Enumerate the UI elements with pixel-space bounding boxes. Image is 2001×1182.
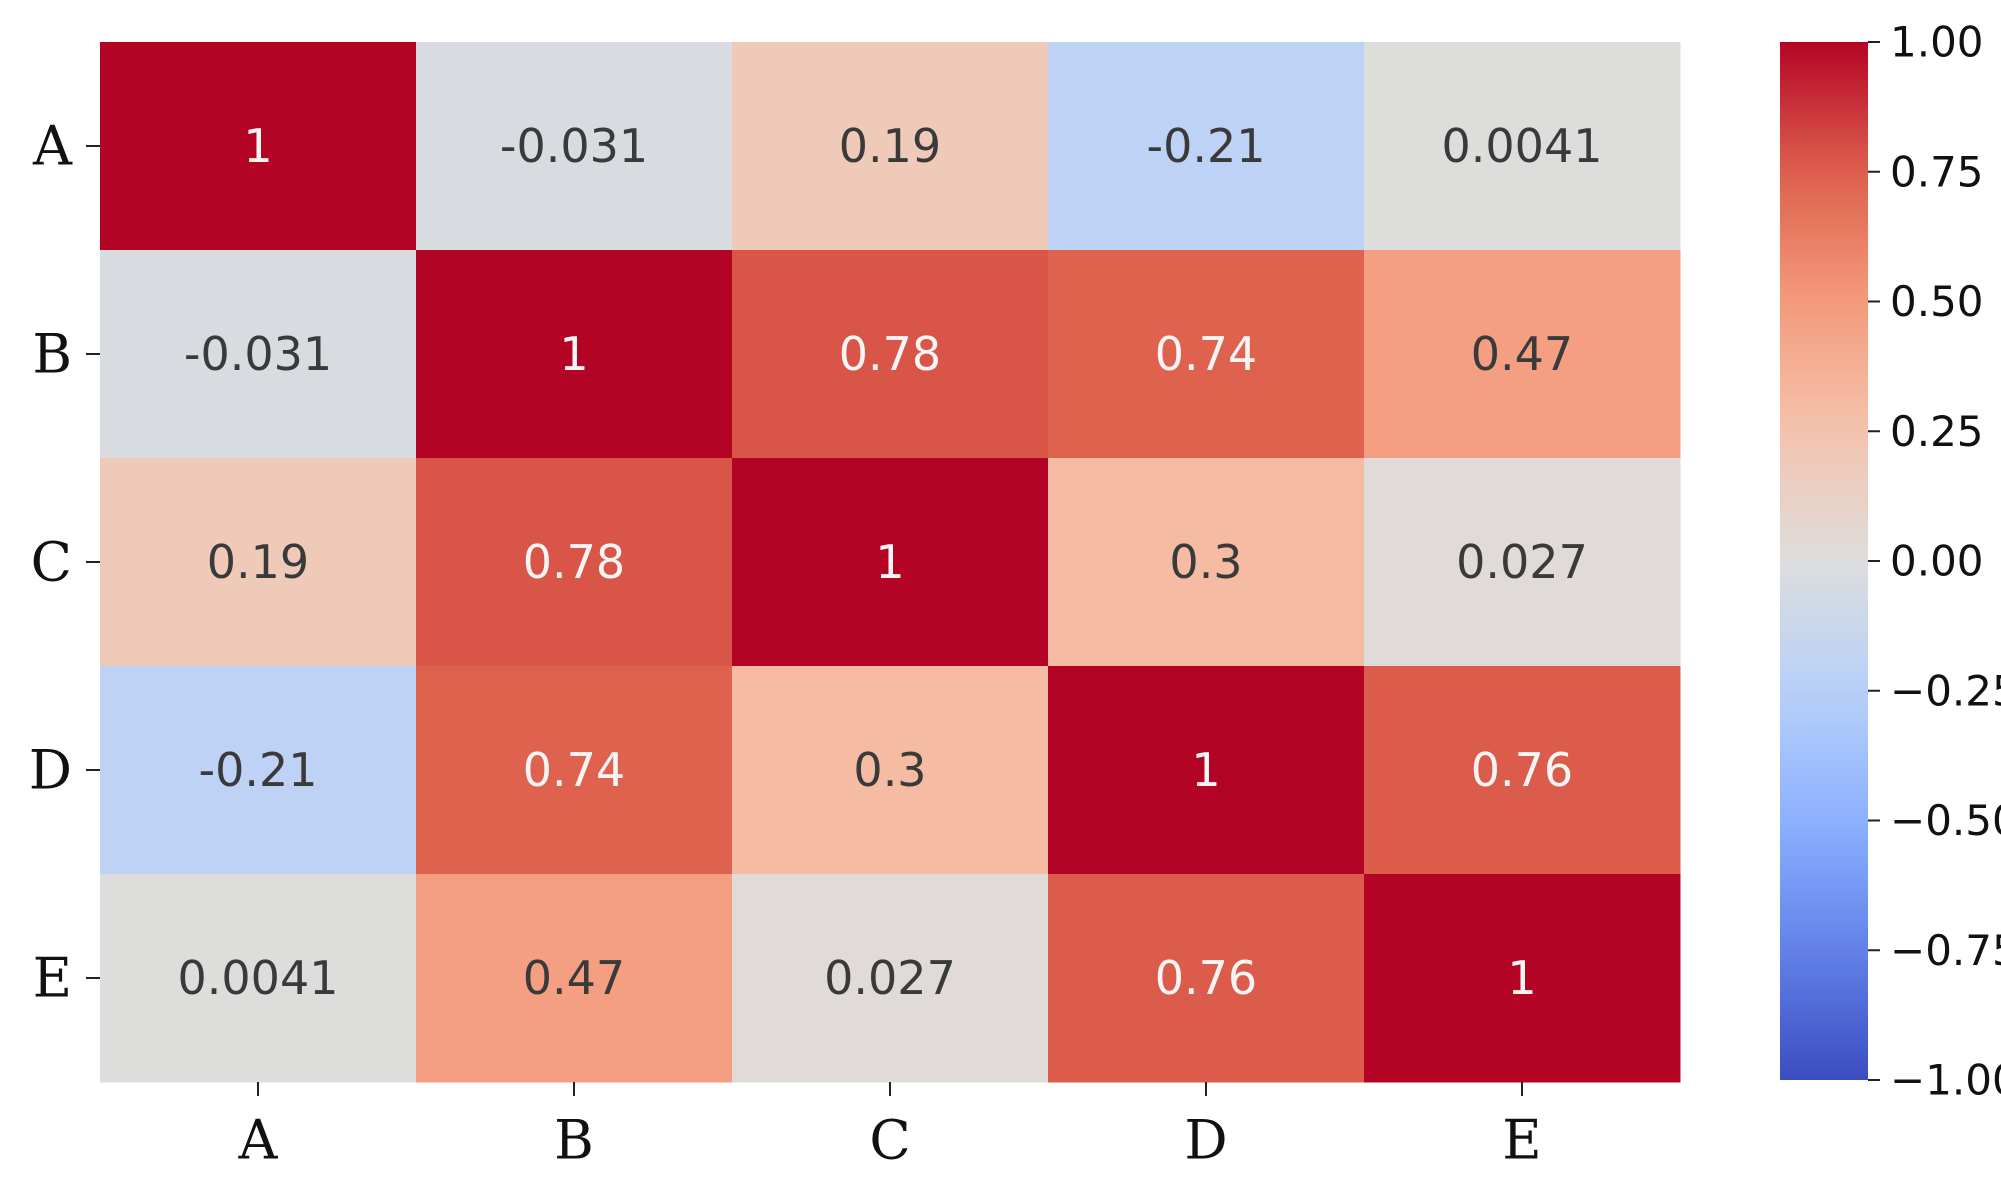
colorbar-tick-label: −0.25 bbox=[1890, 666, 2001, 715]
colorbar-tick-label: 0.25 bbox=[1890, 407, 1984, 456]
heatmap-cell-e-a bbox=[100, 874, 417, 1083]
cell-value-label: 0.74 bbox=[523, 743, 625, 797]
y-tick-label-e: E bbox=[33, 947, 72, 1010]
heatmap-cell-e-d bbox=[1048, 874, 1365, 1083]
cell-value-label: 0.76 bbox=[1471, 743, 1573, 797]
cell-value-label: 0.3 bbox=[853, 743, 926, 797]
colorbar-tick-label: −1.00 bbox=[1890, 1056, 2001, 1105]
cell-value-label: 0.19 bbox=[207, 535, 309, 589]
heatmap-cell-e-b bbox=[416, 874, 733, 1083]
cell-value-label: 0.0041 bbox=[178, 951, 339, 1005]
heatmap-cell-a-d bbox=[1048, 42, 1365, 251]
cell-value-label: 0.78 bbox=[839, 327, 941, 381]
cell-value-label: -0.21 bbox=[198, 743, 317, 797]
heatmap-cell-d-c bbox=[732, 666, 1049, 875]
heatmap-cell-a-c bbox=[732, 42, 1049, 251]
heatmap-cell-d-e bbox=[1364, 666, 1681, 875]
heatmap-cell-e-e bbox=[1364, 874, 1681, 1083]
heatmap-cell-d-a bbox=[100, 666, 417, 875]
x-tick-label-a: A bbox=[238, 1109, 279, 1172]
heatmap-cell-a-a bbox=[100, 42, 417, 251]
colorbar-tick-label: 0.50 bbox=[1890, 277, 1984, 326]
cell-value-label: -0.21 bbox=[1146, 119, 1265, 173]
cell-value-label: 0.74 bbox=[1155, 327, 1257, 381]
cell-value-label: 0.027 bbox=[1456, 535, 1588, 589]
y-tick-label-b: B bbox=[32, 323, 72, 386]
heatmap-cell-b-d bbox=[1048, 250, 1365, 459]
cell-value-label: 0.76 bbox=[1155, 951, 1257, 1005]
cell-value-label: 0.47 bbox=[1471, 327, 1573, 381]
cell-value-label: 1 bbox=[559, 327, 588, 381]
colorbar-tick-label: 0.75 bbox=[1890, 147, 1984, 196]
cell-value-label: 1 bbox=[875, 535, 904, 589]
cell-value-label: 0.78 bbox=[523, 535, 625, 589]
y-tick-label-c: C bbox=[31, 531, 72, 594]
cell-value-label: 0.19 bbox=[839, 119, 941, 173]
x-tick-label-b: B bbox=[554, 1109, 594, 1172]
colorbar-tick-label: −0.75 bbox=[1890, 926, 2001, 975]
colorbar bbox=[1780, 42, 1868, 1080]
heatmap-cell-a-b bbox=[416, 42, 733, 251]
y-tick-label-a: A bbox=[32, 115, 73, 178]
colorbar-tick-label: −0.50 bbox=[1890, 796, 2001, 845]
cell-value-label: 0.47 bbox=[523, 951, 625, 1005]
colorbar-tick-label: 0.00 bbox=[1890, 537, 1984, 586]
cell-value-label: -0.031 bbox=[184, 327, 332, 381]
x-tick-label-c: C bbox=[869, 1109, 910, 1172]
heatmap-cell-c-b bbox=[416, 458, 733, 667]
cell-value-label: 1 bbox=[1507, 951, 1536, 1005]
heatmap-cell-d-b bbox=[416, 666, 733, 875]
heatmap-cell-e-c bbox=[732, 874, 1049, 1083]
y-tick-label-d: D bbox=[29, 739, 72, 802]
cell-value-label: 1 bbox=[243, 119, 272, 173]
x-tick-label-e: E bbox=[1502, 1109, 1541, 1172]
x-tick-label-d: D bbox=[1184, 1109, 1227, 1172]
colorbar-tick-label: 1.00 bbox=[1890, 18, 1984, 67]
heatmap-cell-a-e bbox=[1364, 42, 1681, 251]
heatmap-cell-b-a bbox=[100, 250, 417, 459]
cell-value-label: 0.0041 bbox=[1442, 119, 1603, 173]
heatmap-cell-b-b bbox=[416, 250, 733, 459]
heatmap-cell-c-c bbox=[732, 458, 1049, 667]
heatmap-cell-c-d bbox=[1048, 458, 1365, 667]
cell-value-label: 0.027 bbox=[824, 951, 956, 1005]
heatmap-cell-c-a bbox=[100, 458, 417, 667]
heatmap-cell-b-e bbox=[1364, 250, 1681, 459]
heatmap-cell-c-e bbox=[1364, 458, 1681, 667]
heatmap-cell-b-c bbox=[732, 250, 1049, 459]
cell-value-label: 1 bbox=[1191, 743, 1220, 797]
heatmap-cell-d-d bbox=[1048, 666, 1365, 875]
cell-value-label: 0.3 bbox=[1169, 535, 1242, 589]
cell-value-label: -0.031 bbox=[500, 119, 648, 173]
